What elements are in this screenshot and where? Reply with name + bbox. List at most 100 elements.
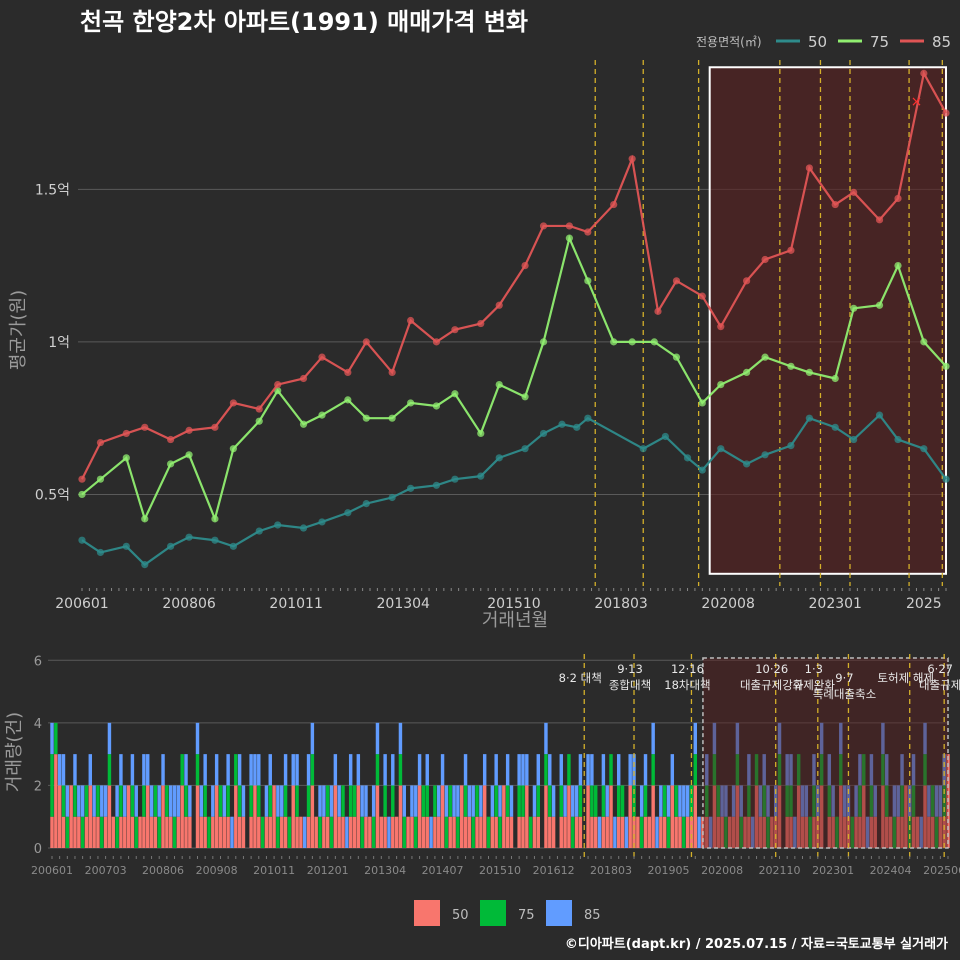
volume-bar-85 <box>532 785 537 817</box>
volume-bar-50 <box>272 785 276 848</box>
volume-legend-label-85: 85 <box>584 908 601 923</box>
volume-bar-75 <box>100 816 104 848</box>
volume-bar-75 <box>827 785 832 817</box>
legend-label-85: 85 <box>932 33 951 51</box>
volume-bar-75 <box>498 816 502 848</box>
volume-bar-75 <box>548 785 552 817</box>
volume-bar-85 <box>157 785 161 817</box>
volume-bar-50 <box>662 816 667 848</box>
price-point-50 <box>477 472 485 480</box>
volume-bar-75 <box>716 785 720 817</box>
volume-bar-85 <box>345 816 349 848</box>
volume-bar-50 <box>425 816 429 848</box>
volume-bar-75 <box>360 816 364 848</box>
volume-bar-50 <box>551 816 556 848</box>
volume-bar-85 <box>885 754 889 786</box>
price-point-85 <box>610 200 618 209</box>
volume-bar-50 <box>168 816 173 848</box>
volume-bar-50 <box>479 816 483 848</box>
volume-bar-75 <box>207 816 211 848</box>
volume-bar-50 <box>199 816 204 848</box>
price-x-tick-label: 200806 <box>162 596 216 612</box>
volume-bar-75 <box>808 816 812 848</box>
price-point-75 <box>805 368 813 376</box>
volume-bar-50 <box>689 816 694 848</box>
volume-bar-50 <box>123 816 127 848</box>
price-point-75 <box>229 445 237 453</box>
volume-bar-50 <box>651 785 655 848</box>
volume-bar-50 <box>226 816 230 848</box>
volume-bar-50 <box>915 816 920 848</box>
price-point-85 <box>539 222 548 230</box>
price-point-85 <box>388 368 396 376</box>
volume-bar-50 <box>333 785 338 848</box>
volume-bar-50 <box>467 816 472 848</box>
volume-bar-75 <box>594 785 598 817</box>
volume-bar-75 <box>260 816 265 848</box>
price-point-85 <box>229 399 237 407</box>
price-point-75 <box>167 460 175 468</box>
volume-bar-85 <box>146 754 150 786</box>
volume-bar-85 <box>720 785 724 817</box>
volume-bar-75 <box>348 785 353 817</box>
volume-bar-85 <box>264 785 269 817</box>
volume-bar-75 <box>329 816 334 848</box>
volume-bar-85 <box>391 754 395 786</box>
volume-bar-85 <box>735 722 740 755</box>
volume-bar-85 <box>482 754 487 786</box>
volume-bar-75 <box>130 785 135 817</box>
volume-bar-50 <box>348 816 353 848</box>
volume-bar-85 <box>253 754 257 786</box>
volume-bar-50 <box>211 816 215 848</box>
volume-bar-85 <box>214 754 219 786</box>
price-point-75 <box>344 396 352 404</box>
volume-bar-75 <box>739 816 743 848</box>
volume-bar-85 <box>509 785 514 817</box>
volume-bar-50 <box>911 816 916 848</box>
volume-bar-50 <box>521 816 525 848</box>
price-x-tick-label: 201803 <box>594 596 647 612</box>
volume-x-tick-label: 202110 <box>759 864 801 877</box>
price-point-85 <box>672 277 681 285</box>
price-point-85 <box>717 323 725 331</box>
volume-bar-50 <box>816 816 820 848</box>
volume-bar-50 <box>295 816 299 848</box>
volume-bar-75 <box>172 816 177 848</box>
volume-bar-75 <box>666 816 671 848</box>
price-x-axis: 200601 200806 201011 201304 201510 201803 2020… <box>55 588 947 612</box>
volume-bar-85 <box>467 785 472 817</box>
volume-bar-85 <box>333 754 338 786</box>
volume-bar-50 <box>505 816 510 848</box>
volume-bar-75 <box>892 816 897 848</box>
volume-bar-85 <box>88 754 93 786</box>
volume-bar-50 <box>743 816 747 848</box>
volume-bar-85 <box>73 754 77 786</box>
volume-legend: 50 75 85 <box>414 900 601 926</box>
volume-bar-50 <box>203 816 207 848</box>
volume-bar-50 <box>754 785 759 848</box>
legend-title: 전용면적(㎡) <box>696 35 762 49</box>
volume-bar-50 <box>54 754 58 848</box>
volume-bar-85 <box>348 754 353 786</box>
volume-bar-75 <box>80 816 85 848</box>
volume-bar-85 <box>559 754 563 786</box>
volume-bar-75 <box>306 785 311 817</box>
volume-bar-75 <box>50 754 54 817</box>
volume-event-label: 특례대출축소 <box>813 687 876 701</box>
volume-bar-75 <box>567 754 571 786</box>
volume-bar-85 <box>777 722 782 755</box>
price-point-75 <box>831 374 839 383</box>
price-point-50 <box>318 518 326 526</box>
volume-bar-85 <box>444 785 449 817</box>
volume-bar-50 <box>88 785 93 848</box>
legend-item-75: 75 <box>838 33 889 51</box>
volume-bar-85 <box>525 754 529 786</box>
price-point-85 <box>407 316 415 325</box>
volume-bar-85 <box>303 816 307 848</box>
price-point-75 <box>407 399 415 407</box>
price-point-75 <box>850 304 858 312</box>
volume-bar-50 <box>762 816 766 848</box>
price-point-75 <box>185 451 193 459</box>
volume-bar-50 <box>84 816 89 848</box>
volume-event-label: 대출규제 <box>919 678 960 692</box>
